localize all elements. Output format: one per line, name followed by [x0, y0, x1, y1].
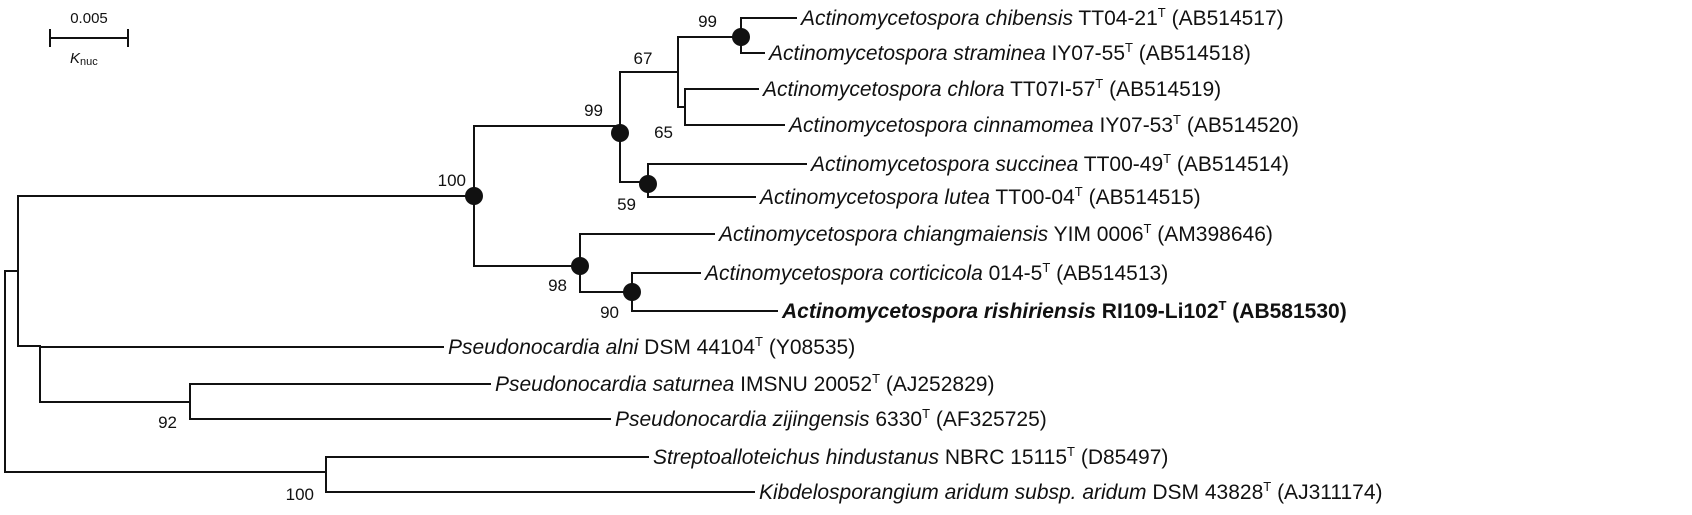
bootstrap-value: 98: [548, 276, 567, 295]
taxon-label: Actinomycetospora succinea TT00-49T (AB5…: [809, 151, 1289, 176]
scale-bar-value: 0.005: [70, 10, 108, 27]
supported-nodes: [465, 28, 750, 301]
taxon-label: Actinomycetospora lutea TT00-04T (AB5145…: [758, 184, 1201, 209]
taxon-label: Actinomycetospora corticicola 014-5T (AB…: [703, 260, 1168, 285]
taxon-label: Pseudonocardia zijingensis 6330T (AF3257…: [615, 406, 1047, 431]
scale-bar: 0.005 Knuc: [49, 10, 129, 68]
taxon-label: Pseudonocardia saturnea IMSNU 20052T (AJ…: [495, 371, 994, 396]
node-marker: [639, 175, 657, 193]
node-marker: [571, 257, 589, 275]
bootstrap-value: 59: [617, 195, 636, 214]
bootstrap-value: 65: [654, 123, 673, 142]
taxon-label: Actinomycetospora chlora TT07I-57T (AB51…: [761, 76, 1221, 101]
node-marker: [732, 28, 750, 46]
taxon-label: Actinomycetospora chibensis TT04-21T (AB…: [799, 5, 1284, 30]
node-marker: [623, 283, 641, 301]
bootstrap-value: 67: [634, 49, 653, 68]
bootstrap-value: 99: [698, 12, 717, 31]
taxon-label: Actinomycetospora cinnamomea IY07-53T (A…: [787, 112, 1299, 137]
bootstrap-value: 92: [158, 413, 177, 432]
bootstrap-value: 100: [438, 171, 466, 190]
bootstrap-value: 90: [600, 303, 619, 322]
taxon-label: Actinomycetospora chiangmaiensis YIM 000…: [717, 221, 1273, 246]
taxon-label: Pseudonocardia alni DSM 44104T (Y08535): [448, 334, 855, 359]
node-marker: [465, 187, 483, 205]
bootstrap-values: 99 67 65 99 59 100 98 90 92 100: [158, 12, 717, 504]
taxon-label: Streptoalloteichus hindustanus NBRC 1511…: [653, 444, 1168, 469]
bootstrap-value: 99: [584, 101, 603, 120]
taxon-label: Actinomycetospora straminea IY07-55T (AB…: [767, 40, 1251, 65]
taxon-label: Actinomycetospora rishiriensis RI109-Li1…: [781, 298, 1347, 323]
node-marker: [611, 124, 629, 142]
leaf-labels: Actinomycetospora chibensis TT04-21T (AB…: [448, 5, 1383, 504]
bootstrap-value: 100: [286, 485, 314, 504]
scale-bar-label: Knuc: [70, 50, 98, 68]
taxon-label: Kibdelosporangium aridum subsp. aridum D…: [759, 479, 1383, 504]
